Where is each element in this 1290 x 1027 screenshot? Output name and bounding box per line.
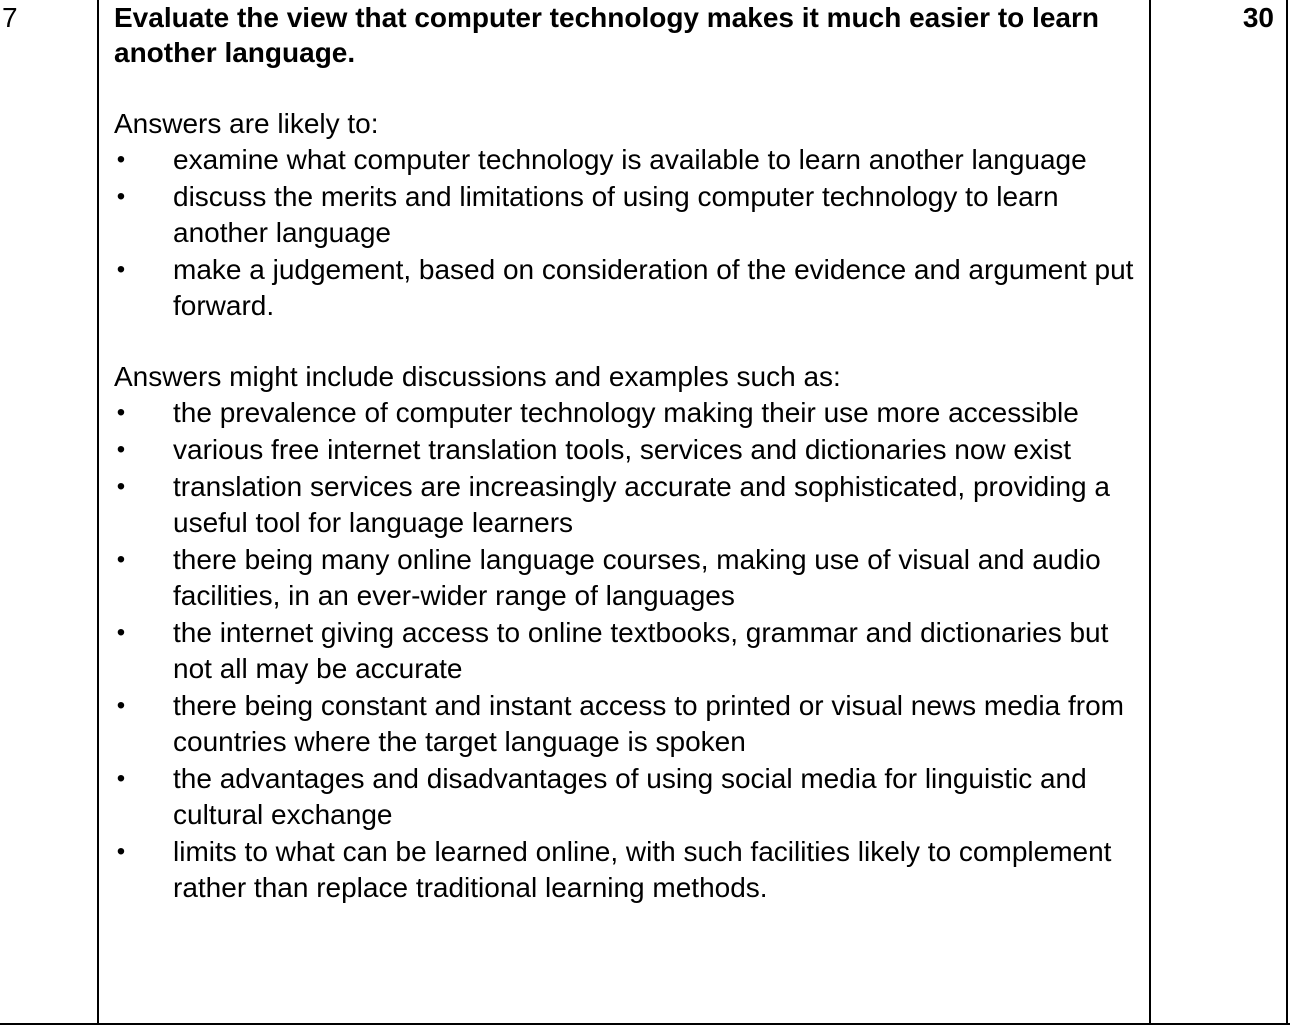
list-item: • translation services are increasingly a… (114, 469, 1144, 541)
list-item: • make a judgement, based on consideratio… (114, 252, 1144, 324)
list-item: • there being constant and instant access… (114, 688, 1144, 760)
bullet-icon: • (116, 183, 126, 210)
bullet-icon: • (116, 256, 126, 283)
bullet-icon: • (116, 473, 126, 500)
bullet-icon: • (116, 146, 126, 173)
bullet-icon: • (116, 546, 126, 573)
list-item: • examine what computer technology is ava… (114, 142, 1144, 178)
list-item: • the prevalence of computer technology m… (114, 395, 1144, 431)
bullet-icon: • (116, 765, 126, 792)
list-item: • discuss the merits and limitations of u… (114, 179, 1144, 251)
marks-value: 30 (1242, 2, 1274, 33)
row-bottom-border (0, 1023, 1290, 1025)
bullet-icon: • (116, 619, 126, 646)
list-item: • there being many online language course… (114, 542, 1144, 614)
list-item: • the internet giving access to online te… (114, 615, 1144, 687)
list-item: • various free internet translation tools… (114, 432, 1144, 468)
question-number: 7 (2, 2, 18, 33)
bullet-icon: • (116, 399, 126, 426)
might-include-intro: Answers might include discussions and ex… (114, 361, 841, 392)
bullet-icon: • (116, 838, 126, 865)
likely-intro: Answers are likely to: (114, 108, 379, 139)
bullet-icon: • (116, 436, 126, 463)
answer-guidance-cell: Evaluate the view that computer technolo… (114, 0, 1144, 907)
likely-list: • examine what computer technology is ava… (114, 142, 1144, 324)
list-item: • limits to what can be learned online, w… (114, 834, 1144, 906)
column-divider-left (97, 0, 99, 1024)
column-divider-right (1149, 0, 1151, 1024)
column-divider-edge (1286, 0, 1288, 1024)
question-text: Evaluate the view that computer technolo… (114, 2, 1099, 68)
might-include-list: • the prevalence of computer technology m… (114, 395, 1144, 906)
bullet-icon: • (116, 692, 126, 719)
list-item: • the advantages and disadvantages of usi… (114, 761, 1144, 833)
